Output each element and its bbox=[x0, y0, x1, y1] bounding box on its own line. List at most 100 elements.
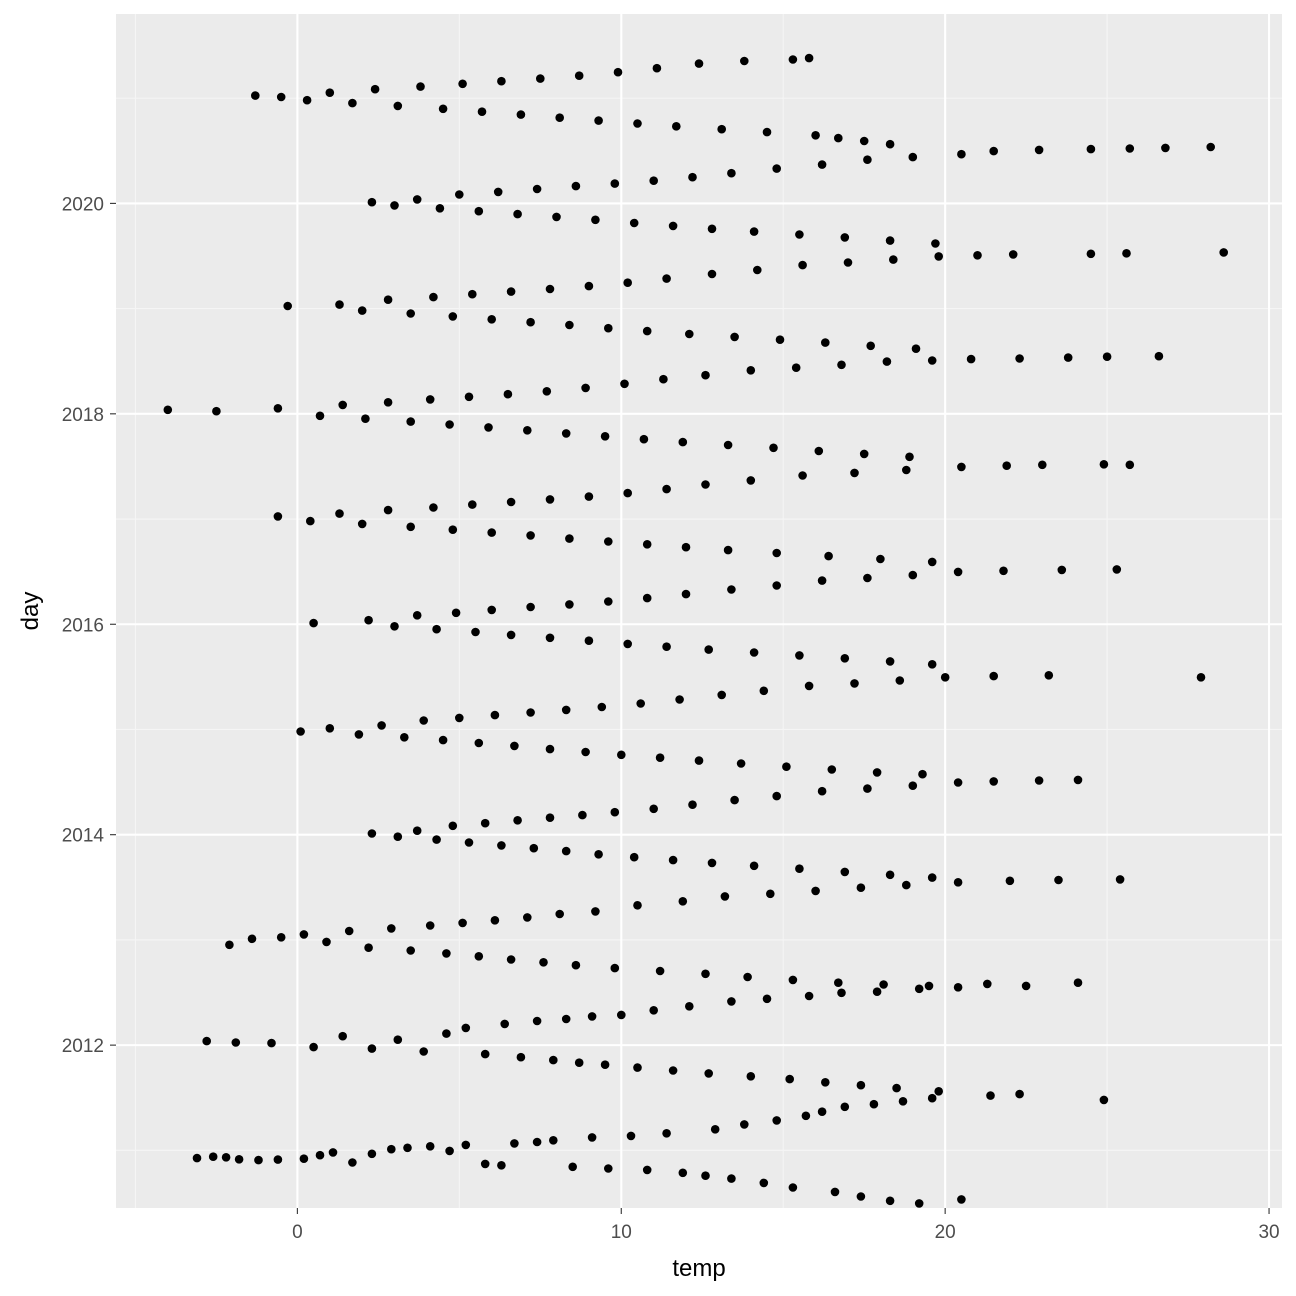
data-point bbox=[322, 937, 331, 947]
data-point bbox=[610, 807, 620, 817]
data-point bbox=[545, 744, 555, 754]
data-point bbox=[821, 338, 830, 347]
data-point bbox=[506, 287, 516, 296]
data-point bbox=[908, 570, 918, 580]
data-point bbox=[723, 545, 733, 555]
data-point bbox=[885, 236, 895, 245]
data-point bbox=[678, 897, 688, 906]
data-point bbox=[863, 573, 872, 583]
data-point bbox=[578, 810, 587, 820]
data-point bbox=[364, 943, 373, 952]
data-point bbox=[795, 230, 804, 239]
y-tick-label: 2012 bbox=[62, 1036, 104, 1057]
data-point bbox=[723, 440, 733, 450]
data-point bbox=[387, 1144, 396, 1154]
data-point bbox=[610, 179, 620, 188]
data-point bbox=[727, 168, 736, 178]
data-point bbox=[545, 495, 555, 504]
data-point bbox=[267, 1038, 276, 1048]
data-point bbox=[273, 1155, 283, 1164]
data-point bbox=[623, 278, 632, 288]
data-point bbox=[1154, 351, 1164, 361]
data-point bbox=[458, 79, 467, 89]
data-point bbox=[746, 366, 756, 375]
data-point bbox=[885, 870, 895, 880]
data-point bbox=[574, 1058, 584, 1067]
data-point bbox=[490, 710, 500, 720]
data-point bbox=[840, 867, 850, 877]
data-point bbox=[445, 1146, 454, 1156]
data-point bbox=[448, 525, 458, 534]
data-point bbox=[889, 255, 898, 264]
data-point bbox=[591, 215, 600, 225]
data-point bbox=[584, 636, 594, 645]
data-point bbox=[707, 269, 717, 279]
y-tick-label: 2018 bbox=[62, 405, 104, 426]
data-point bbox=[480, 1049, 490, 1059]
data-point bbox=[438, 104, 448, 114]
data-point bbox=[856, 1080, 866, 1090]
data-point bbox=[251, 91, 260, 100]
data-point bbox=[642, 540, 652, 549]
data-point bbox=[604, 1164, 613, 1173]
data-point bbox=[817, 160, 827, 169]
data-point bbox=[1102, 352, 1112, 362]
data-point bbox=[503, 389, 513, 399]
data-point bbox=[532, 1137, 542, 1147]
data-point bbox=[594, 116, 603, 125]
data-point bbox=[662, 274, 671, 283]
y-tick-label: 2020 bbox=[62, 194, 104, 215]
data-point bbox=[856, 1192, 866, 1201]
data-point bbox=[1005, 876, 1015, 886]
data-point bbox=[212, 406, 221, 416]
data-point bbox=[484, 423, 493, 432]
data-point bbox=[772, 548, 781, 558]
data-point bbox=[581, 383, 590, 393]
data-point bbox=[772, 164, 781, 173]
data-point bbox=[902, 880, 911, 890]
data-point bbox=[681, 589, 691, 599]
data-point bbox=[746, 476, 756, 485]
data-point bbox=[659, 374, 668, 384]
data-point bbox=[234, 1155, 244, 1164]
data-point bbox=[639, 434, 649, 444]
data-point bbox=[1008, 250, 1018, 259]
data-point bbox=[1063, 353, 1073, 362]
data-point bbox=[1161, 143, 1170, 153]
data-point bbox=[668, 1066, 678, 1075]
data-point bbox=[552, 212, 561, 222]
data-point bbox=[898, 1097, 908, 1106]
data-point bbox=[914, 984, 924, 994]
data-point bbox=[811, 886, 820, 896]
data-point bbox=[914, 1199, 924, 1208]
data-point bbox=[338, 1031, 348, 1041]
data-point bbox=[604, 537, 613, 546]
data-point bbox=[957, 1195, 966, 1204]
y-tick-label: 2016 bbox=[62, 615, 104, 636]
data-point bbox=[383, 505, 393, 515]
data-point bbox=[717, 124, 726, 134]
data-point bbox=[879, 980, 888, 989]
data-point bbox=[406, 946, 416, 955]
data-point bbox=[834, 133, 843, 143]
x-tick-label: 0 bbox=[292, 1222, 303, 1243]
data-point bbox=[675, 695, 684, 704]
data-point bbox=[678, 1168, 688, 1178]
data-point bbox=[685, 329, 694, 339]
data-point bbox=[406, 309, 416, 318]
data-point bbox=[412, 826, 422, 835]
data-point bbox=[325, 88, 335, 97]
data-point bbox=[591, 907, 600, 916]
data-point bbox=[325, 724, 335, 733]
data-point bbox=[927, 1093, 937, 1103]
data-point bbox=[872, 768, 882, 777]
data-point bbox=[406, 417, 416, 426]
data-point bbox=[516, 110, 526, 119]
data-point bbox=[927, 660, 937, 669]
data-point bbox=[617, 1010, 626, 1020]
data-point bbox=[425, 395, 435, 404]
data-point bbox=[892, 1083, 901, 1093]
data-point bbox=[383, 295, 393, 305]
data-point bbox=[571, 181, 581, 191]
data-point bbox=[302, 95, 312, 105]
